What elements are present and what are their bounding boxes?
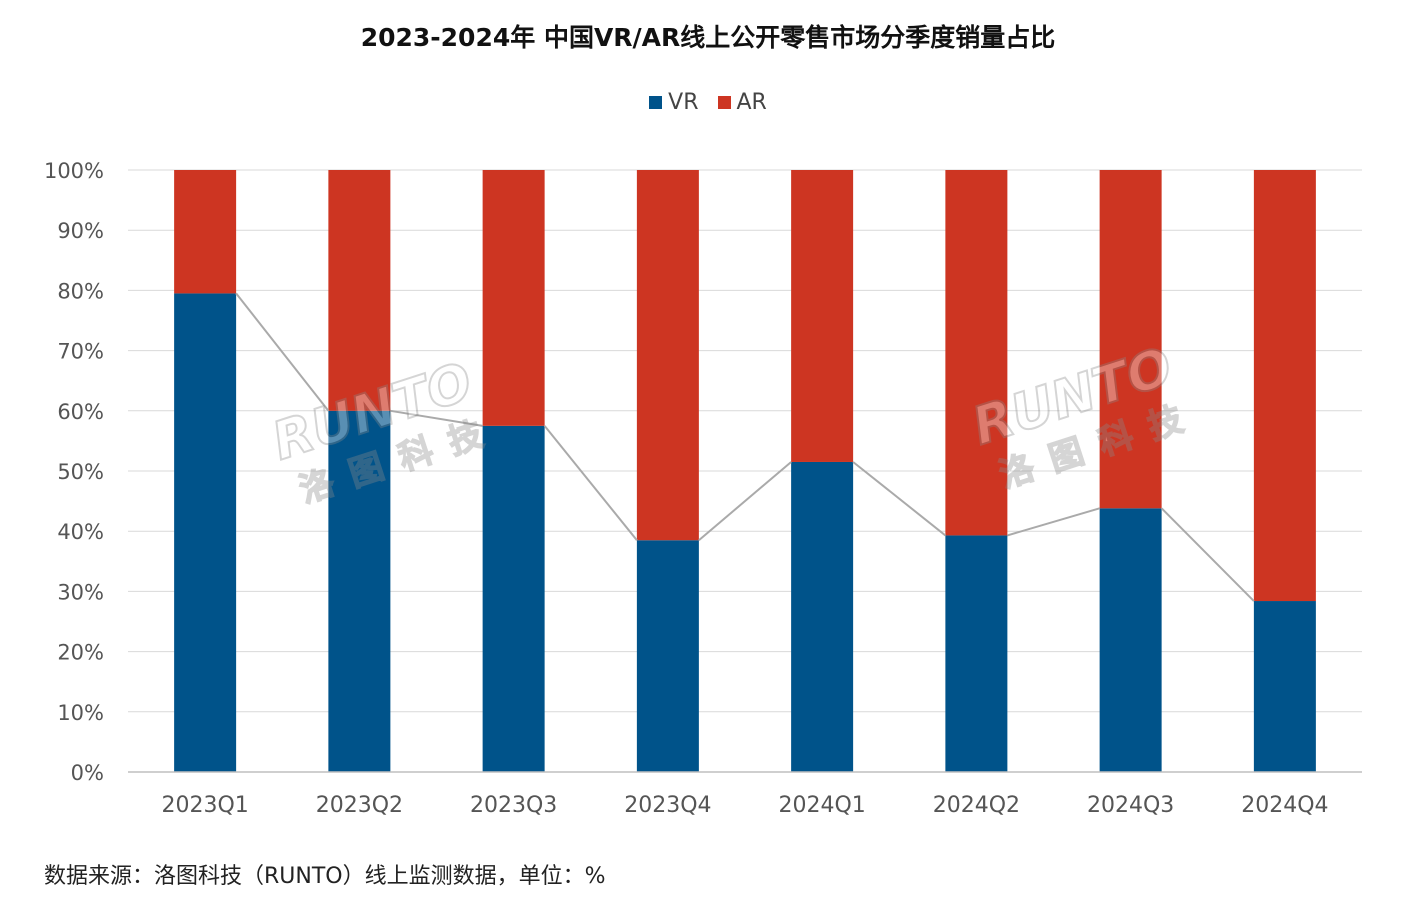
y-tick-label: 10% bbox=[57, 701, 104, 725]
y-tick-label: 60% bbox=[57, 400, 104, 424]
bar-vr-2023q4 bbox=[636, 540, 699, 772]
series-connector-line bbox=[543, 425, 638, 541]
y-tick-label: 50% bbox=[57, 460, 104, 484]
y-tick-label: 20% bbox=[57, 641, 104, 665]
x-tick-label: 2023Q2 bbox=[316, 793, 403, 818]
legend-label-ar: AR bbox=[736, 90, 767, 115]
bar-ar-2024q3 bbox=[1099, 170, 1162, 509]
bar-ar-2023q2 bbox=[328, 170, 391, 411]
x-tick-label: 2024Q2 bbox=[933, 793, 1020, 818]
series-connector-line bbox=[1160, 507, 1255, 602]
legend-swatch-ar bbox=[717, 96, 731, 109]
bar-ar-2023q4 bbox=[636, 170, 699, 541]
legend-item-ar: AR bbox=[717, 90, 767, 115]
series-connector-line bbox=[852, 461, 946, 537]
series-connector-line bbox=[1007, 507, 1100, 537]
series-connector-line bbox=[698, 461, 792, 541]
y-tick-label: 40% bbox=[57, 520, 104, 544]
bar-ar-2024q2 bbox=[945, 170, 1008, 536]
bar-vr-2024q4 bbox=[1253, 601, 1316, 772]
x-tick-label: 2023Q4 bbox=[624, 793, 711, 818]
bar-ar-2023q1 bbox=[174, 170, 237, 294]
x-tick-label: 2024Q3 bbox=[1087, 793, 1174, 818]
chart-legend: VR AR bbox=[0, 90, 1416, 115]
y-tick-label: 80% bbox=[57, 279, 104, 303]
series-connector-line bbox=[390, 409, 483, 427]
bar-vr-2023q1 bbox=[174, 293, 237, 772]
y-tick-label: 0% bbox=[71, 761, 104, 785]
legend-item-vr: VR bbox=[649, 90, 699, 115]
bar-ar-2024q1 bbox=[791, 170, 854, 462]
chart-title: 2023-2024年 中国VR/AR线上公开零售市场分季度销量占比 bbox=[360, 23, 1056, 52]
bar-ar-2024q4 bbox=[1253, 170, 1316, 602]
bar-vr-2023q2 bbox=[328, 410, 391, 772]
bar-vr-2024q1 bbox=[791, 461, 854, 772]
legend-swatch-vr bbox=[649, 96, 663, 109]
bar-vr-2024q2 bbox=[945, 535, 1008, 772]
x-tick-label: 2023Q1 bbox=[161, 793, 248, 818]
x-tick-label: 2024Q4 bbox=[1241, 793, 1328, 818]
y-tick-label: 100% bbox=[44, 159, 104, 183]
bar-ar-2023q3 bbox=[482, 170, 545, 426]
y-tick-label: 90% bbox=[57, 219, 104, 243]
stacked-bar-chart: 0% 10% 20% 30% 40% 50% 60% 70% 80% 90% 100% 2023Q1 2… bbox=[44, 159, 1362, 818]
bar-vr-2024q3 bbox=[1099, 508, 1162, 772]
x-tick-label: 2023Q3 bbox=[470, 793, 557, 818]
source-note: 数据来源：洛图科技（RUNTO）线上监测数据，单位：% bbox=[44, 864, 606, 889]
y-tick-label: 70% bbox=[57, 340, 104, 364]
x-tick-label: 2024Q1 bbox=[778, 793, 865, 818]
legend-label-vr: VR bbox=[668, 90, 699, 115]
y-tick-label: 30% bbox=[57, 580, 104, 604]
bar-vr-2023q3 bbox=[482, 425, 545, 772]
series-connector-line bbox=[235, 292, 330, 412]
